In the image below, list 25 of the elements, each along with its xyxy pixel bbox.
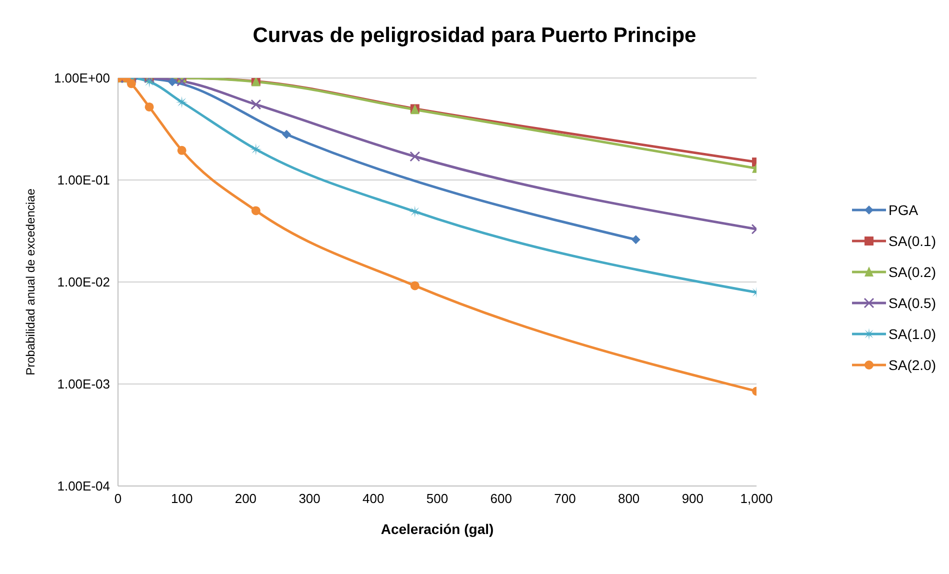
y-axis-title: Probabilidad anual de excedenciae: [23, 188, 38, 376]
x-axis-title: Aceleración (gal): [380, 521, 494, 537]
x-tick-label: 600: [490, 491, 512, 506]
x-tick-label: 700: [554, 491, 576, 506]
y-tick-label: 1.00E+00: [54, 70, 110, 86]
chart-title: Curvas de peligrosidad para Puerto Principe: [252, 24, 698, 48]
x-tick-label: 1,000: [740, 491, 773, 506]
y-tick-label: 1.00E-04: [57, 478, 110, 494]
legend-label: PGA: [888, 202, 918, 218]
x-tick-label: 500: [426, 491, 448, 506]
x-tick-label: 800: [618, 491, 640, 506]
x-tick-label: 100: [171, 491, 193, 506]
legend-label: SA(0.5): [888, 294, 936, 310]
y-tick-label: 1.00E-01: [57, 172, 110, 188]
legend-label: SA(1.0): [888, 326, 936, 342]
legend-label: SA(2.0): [888, 356, 936, 372]
x-tick-label: 200: [234, 491, 257, 506]
legend-label: SA(0.1): [888, 232, 936, 248]
legend-label: SA(0.2): [888, 264, 936, 280]
x-tick-label: 400: [362, 491, 384, 506]
x-tick-label: 300: [298, 491, 320, 506]
x-tick-label: 0: [114, 491, 122, 506]
y-tick-label: 1.00E-02: [57, 274, 110, 290]
x-tick-label: 900: [682, 491, 704, 506]
y-tick-label: 1.00E-03: [57, 376, 110, 392]
